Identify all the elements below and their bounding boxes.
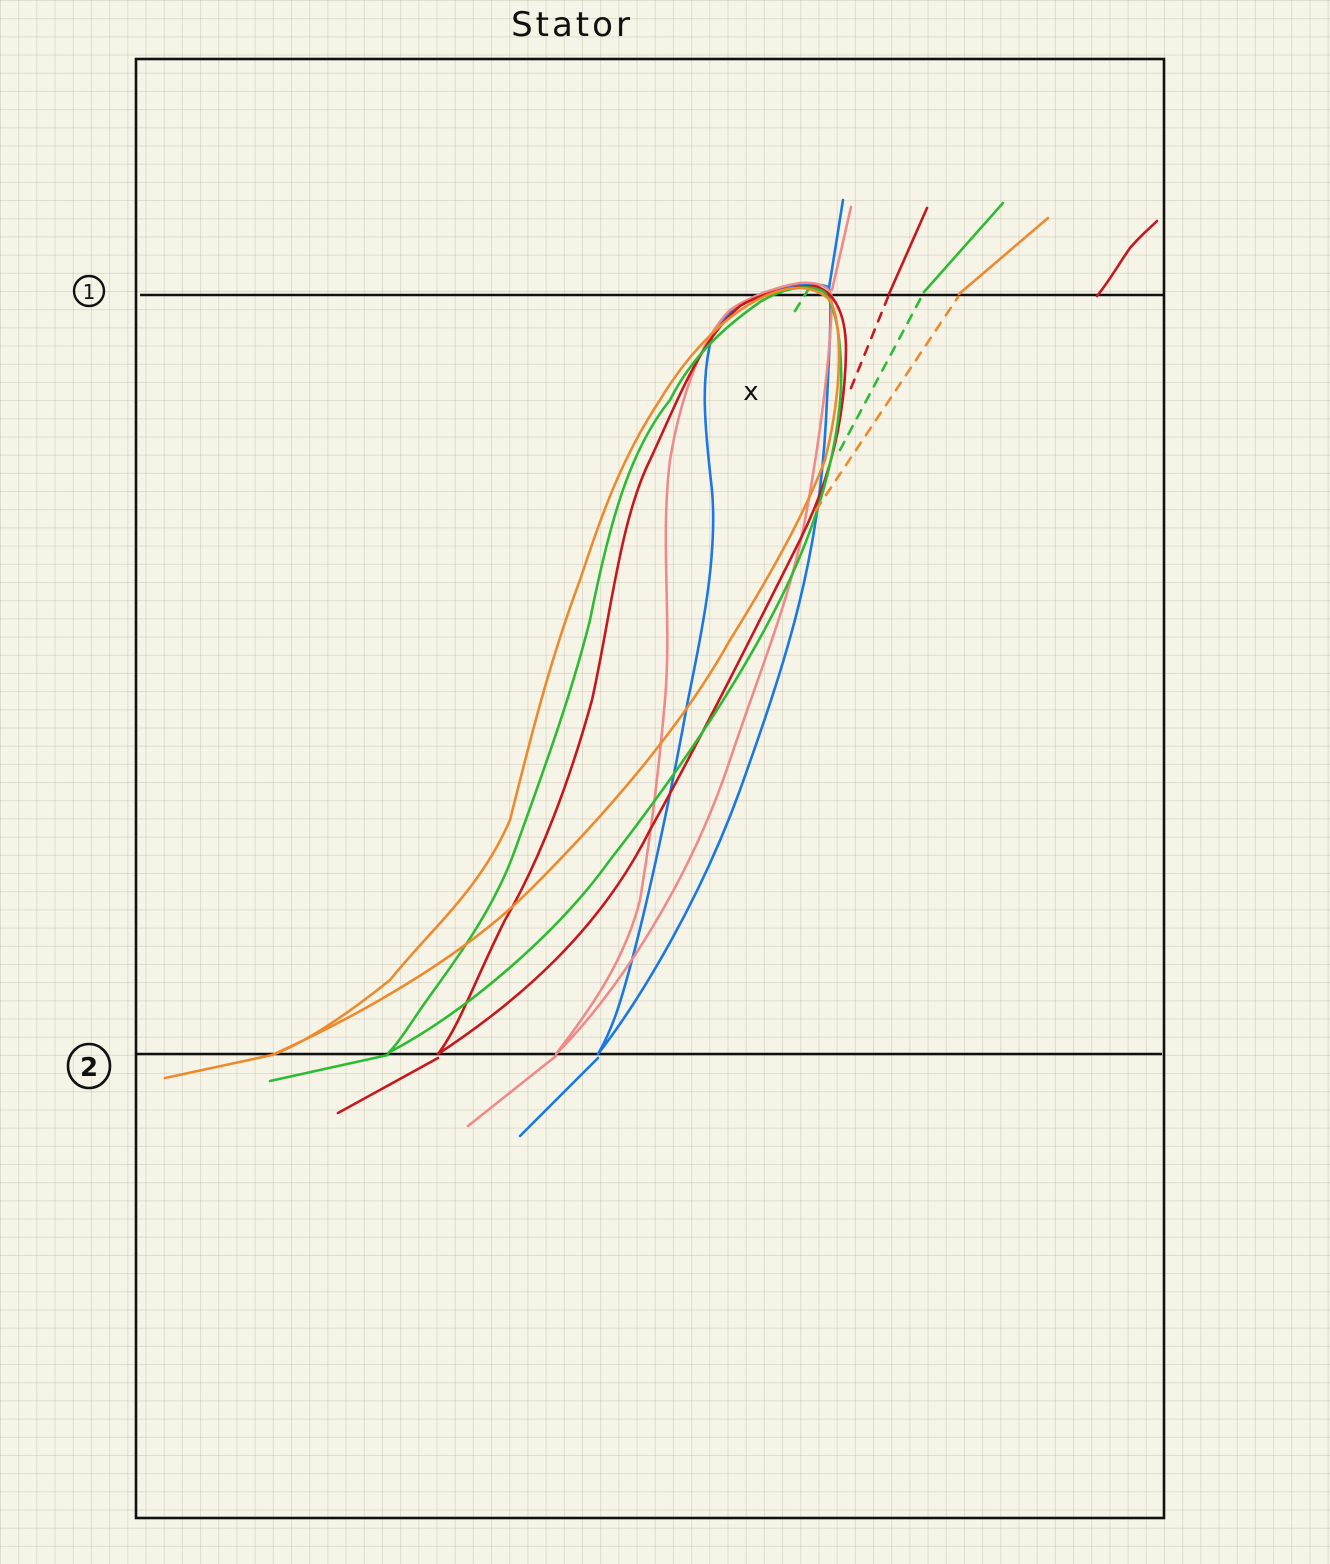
blade-profile-blue [518, 198, 845, 1138]
station-label-1-text: 1 [83, 280, 96, 304]
blade-profile-pink [466, 205, 853, 1128]
station-label-2-text: 2 [80, 1053, 98, 1083]
stator-frame [134, 57, 1166, 1520]
station-label-1: 1 [72, 274, 106, 308]
blade-profile-orange [163, 216, 1050, 1080]
diagram-title: Stator [511, 5, 633, 45]
station-label-2: 2 [66, 1042, 112, 1090]
blade-profile-green [268, 201, 1005, 1083]
center-marker: x [743, 377, 758, 407]
